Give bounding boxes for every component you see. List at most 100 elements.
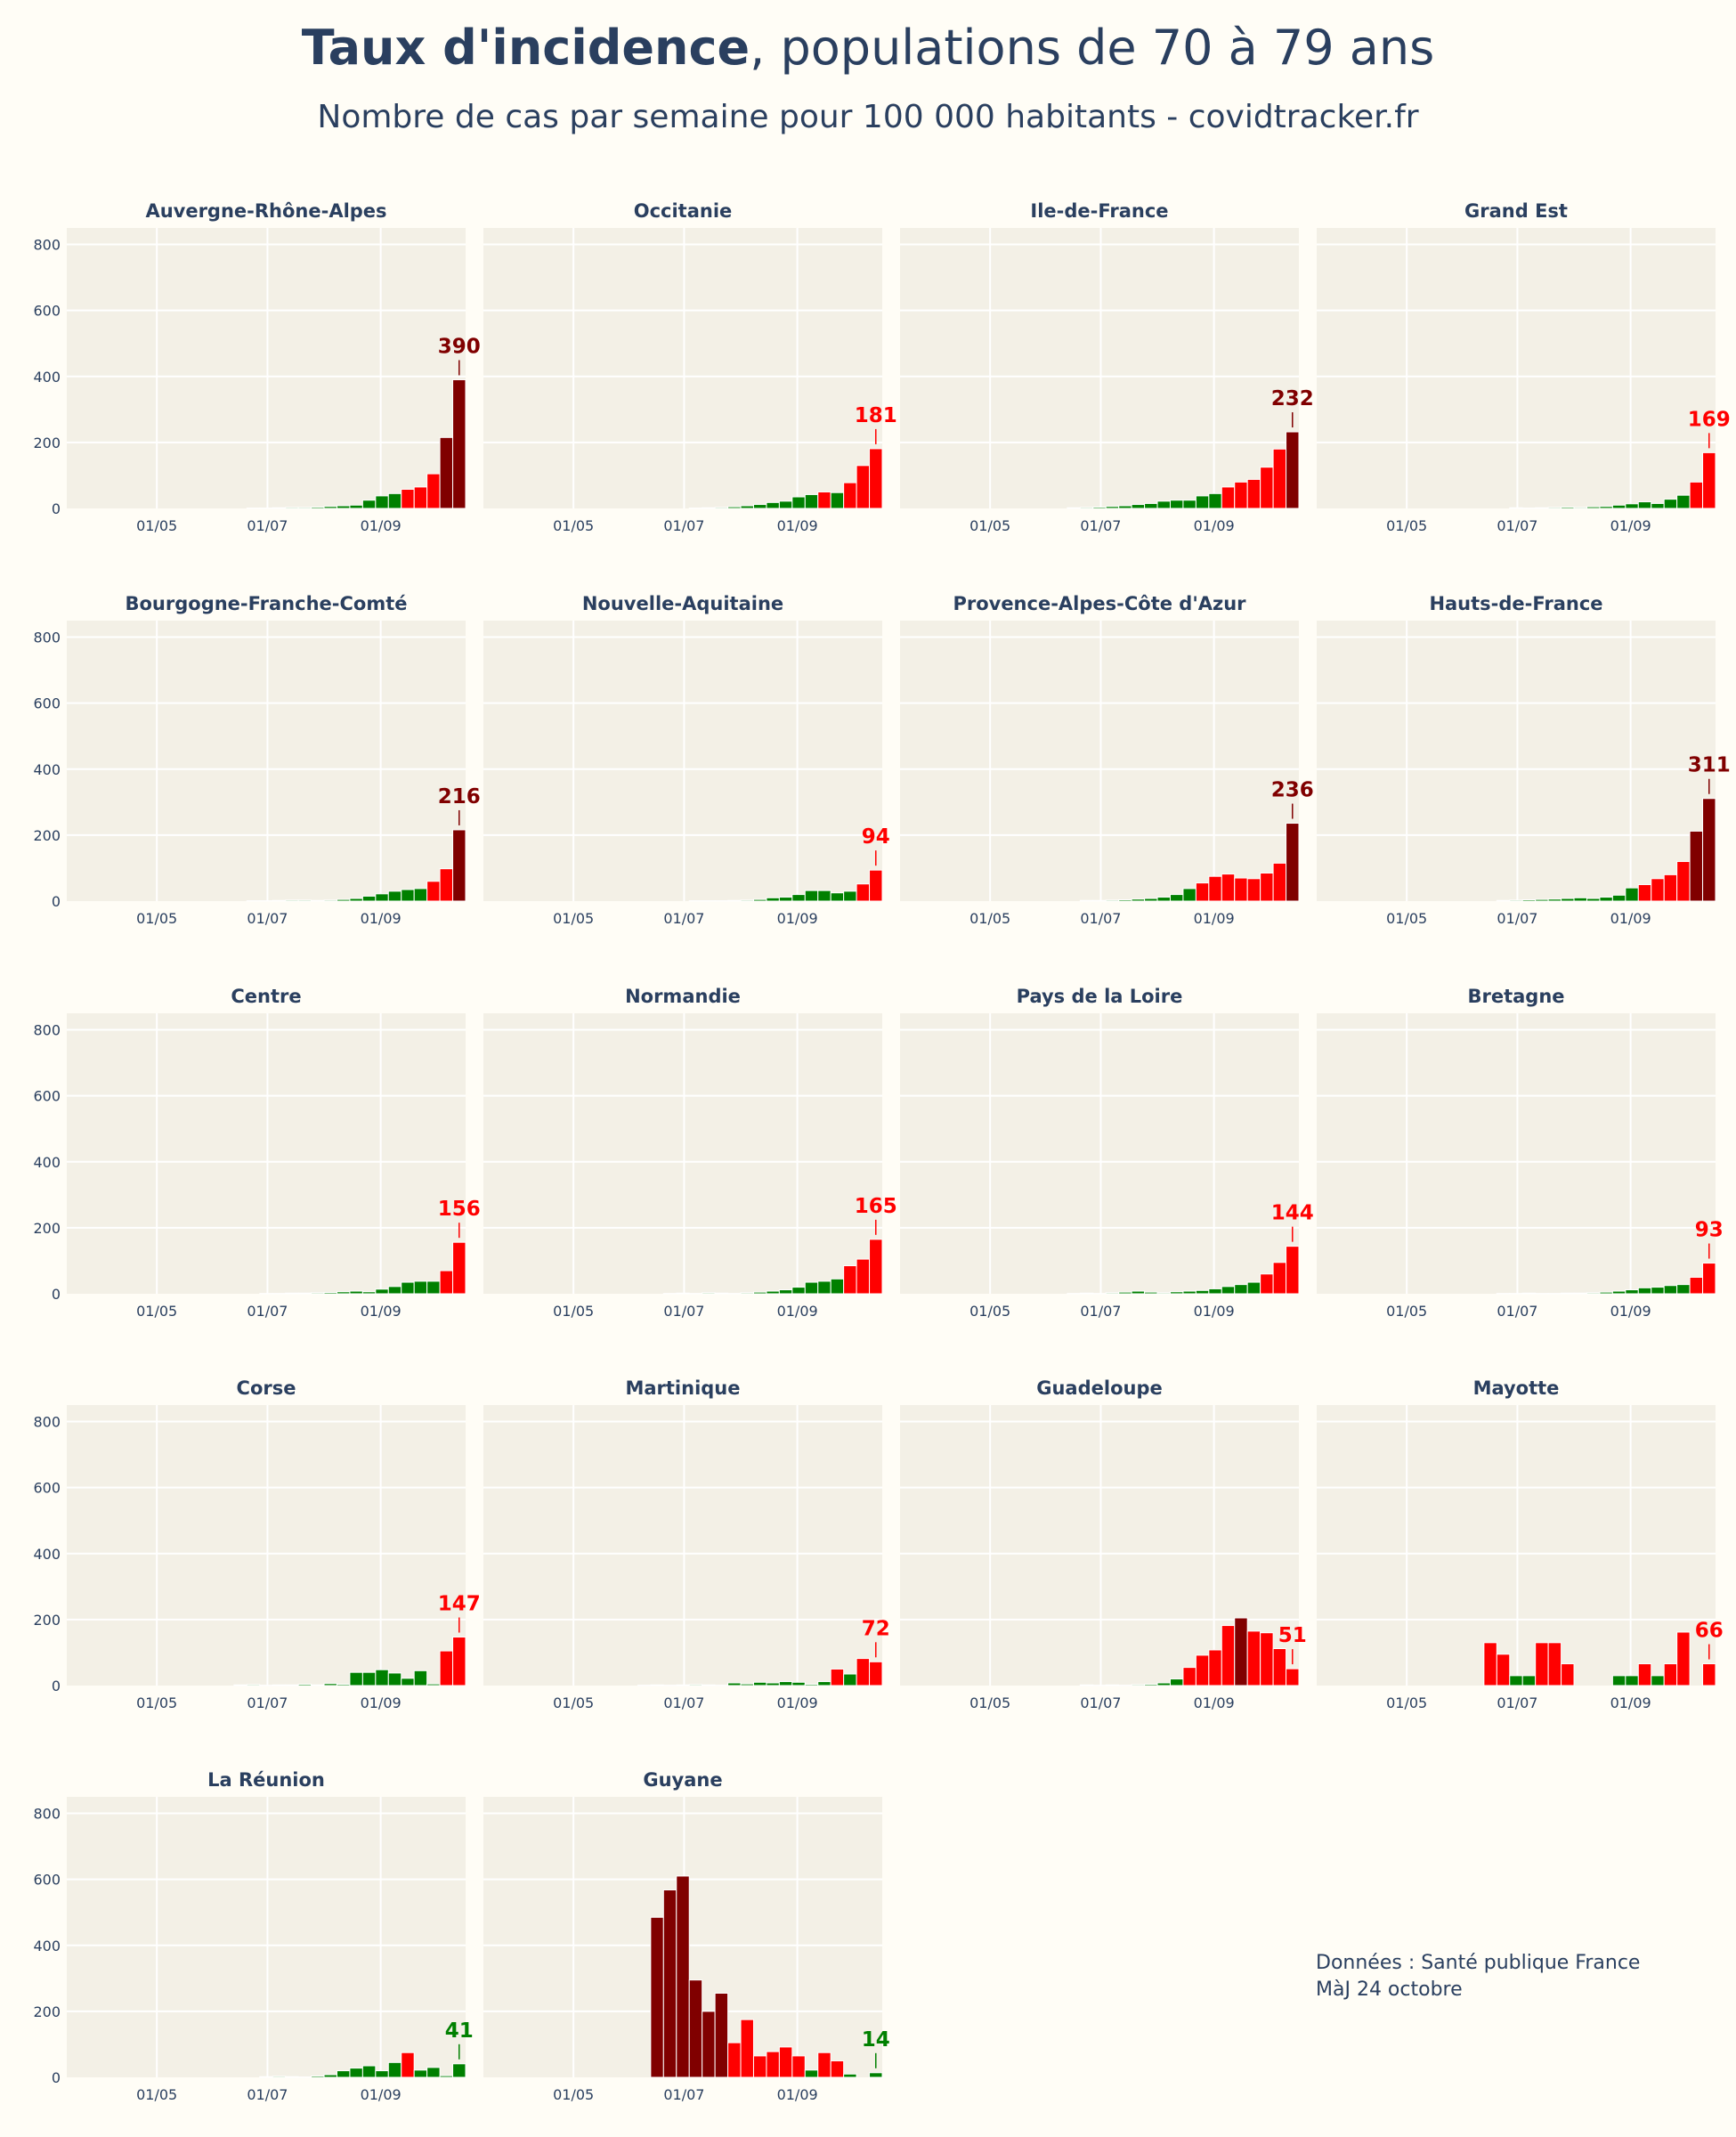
x-tick-label: 01/07 [1080, 1303, 1121, 1320]
bar [336, 2070, 351, 2078]
y-tick-label: 600 [33, 303, 61, 320]
bar [375, 1669, 389, 1686]
bar [1079, 1292, 1094, 1295]
bar [1676, 1631, 1691, 1686]
bar [1611, 504, 1626, 509]
x-tick-label: 01/09 [777, 910, 818, 927]
y-tick-label: 400 [33, 1154, 61, 1171]
bar [452, 1241, 466, 1295]
bar [1702, 798, 1716, 902]
last-value-label: 93 [1695, 1219, 1724, 1242]
bar [1702, 1263, 1716, 1295]
bar [804, 1684, 819, 1686]
bar [1637, 501, 1652, 509]
x-tick-label: 01/05 [1386, 1303, 1427, 1320]
bar [650, 1916, 664, 2078]
last-value-label: 236 [1271, 779, 1314, 802]
bar [1208, 492, 1222, 509]
bar [1182, 888, 1197, 902]
bar [1496, 1654, 1511, 1686]
chart-title-rest: , populations de 70 à 79 ans [750, 20, 1435, 76]
last-value-label: 232 [1271, 387, 1314, 410]
x-tick-label: 01/07 [1080, 1694, 1121, 1711]
bar [830, 892, 845, 902]
last-value-label: 181 [855, 404, 897, 427]
bar [843, 482, 857, 509]
bar [1547, 1642, 1562, 1686]
bar [740, 1292, 754, 1295]
bar [1663, 1285, 1678, 1295]
bar [766, 897, 780, 902]
source-note: Données : Santé publique France MàJ 24 o… [1316, 1950, 1640, 2003]
bar [387, 890, 402, 902]
bar [1599, 1291, 1613, 1295]
bar [791, 1287, 806, 1295]
bar [349, 1290, 363, 1295]
x-tick-label: 01/05 [553, 2086, 594, 2103]
bar [1105, 1684, 1120, 1686]
source-line: Données : Santé publique France [1316, 1952, 1641, 1974]
y-tick-label: 600 [33, 1088, 61, 1105]
bar [1663, 499, 1678, 509]
region-title: Centre [231, 986, 301, 1007]
bar [311, 899, 325, 902]
bar [1561, 898, 1575, 902]
last-value-label: 94 [862, 825, 890, 849]
bar [752, 2055, 767, 2078]
y-tick-label: 400 [33, 1546, 61, 1563]
bar [688, 1979, 703, 2078]
bar [856, 883, 871, 902]
x-tick-label: 01/05 [969, 517, 1010, 534]
bar [1131, 504, 1146, 509]
bar [1286, 1668, 1300, 1686]
bar [740, 1683, 754, 1686]
x-tick-label: 01/09 [1194, 1303, 1235, 1320]
bar [766, 501, 780, 509]
bar [297, 1292, 312, 1295]
bar [1586, 506, 1601, 509]
bar [1521, 1675, 1537, 1686]
plot-area [483, 621, 882, 901]
x-tick-label: 01/07 [1497, 517, 1537, 534]
bar [650, 1684, 664, 1686]
bar [452, 378, 466, 509]
bar [439, 2075, 454, 2078]
bar [285, 1292, 299, 1295]
last-value-label: 165 [855, 1195, 897, 1218]
x-tick-label: 01/09 [777, 517, 818, 534]
bar [843, 2073, 857, 2078]
bar [1169, 500, 1184, 509]
y-tick-label: 600 [33, 1480, 61, 1497]
bar [817, 890, 831, 902]
bar [439, 868, 454, 902]
region-title: Bourgogne-Franche-Comté [126, 593, 408, 614]
bar [311, 2076, 325, 2078]
x-tick-label: 01/09 [361, 910, 402, 927]
last-value-label: 216 [438, 785, 481, 808]
bar [323, 1683, 337, 1686]
bar [714, 1292, 729, 1295]
x-tick-label: 01/09 [1610, 910, 1651, 927]
chart-subtitle: Nombre de cas par semaine pour 100 000 h… [317, 99, 1419, 135]
x-tick-label: 01/09 [1194, 517, 1235, 534]
x-tick-label: 01/05 [136, 910, 177, 927]
region-title: Normandie [625, 986, 741, 1007]
plot-area [1317, 1405, 1716, 1686]
bar [387, 1672, 402, 1686]
bar [1689, 830, 1704, 902]
bar [1156, 1682, 1171, 1686]
bar [1105, 1292, 1120, 1295]
last-value-label: 51 [1278, 1624, 1307, 1647]
bar [349, 1671, 363, 1686]
bar [830, 1668, 845, 1686]
y-tick-label: 800 [33, 1806, 61, 1823]
region-title: Grand Est [1464, 200, 1568, 222]
bar [817, 1280, 831, 1295]
y-tick-label: 200 [33, 1612, 61, 1629]
x-tick-label: 01/09 [1194, 1694, 1235, 1711]
bar [804, 2069, 819, 2078]
bar [843, 1673, 857, 1686]
bar [272, 1684, 287, 1686]
bar [1118, 899, 1132, 902]
x-tick-label: 01/07 [247, 517, 288, 534]
